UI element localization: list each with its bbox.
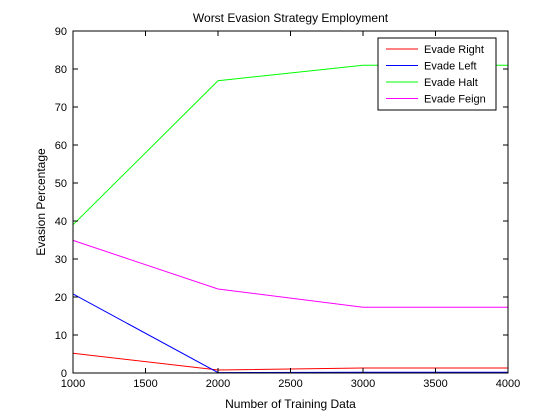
legend: Evade Right Evade Left Evade Halt Evade Fei… (377, 37, 497, 111)
axis-ticks: 1000 1500 2000 2500 3000 3500 4000 0 10 20 30 40 50 6… (55, 26, 520, 390)
x-tick-label: 2000 (206, 378, 230, 390)
x-tick-label: 4000 (496, 378, 520, 390)
y-tick-label: 10 (55, 330, 67, 342)
y-tick-label: 0 (61, 368, 67, 380)
y-tick-label: 20 (55, 292, 67, 304)
legend-label-evade-feign: Evade Feign (424, 94, 486, 106)
y-axis-label: Evasion Percentage (34, 148, 48, 256)
x-tick-label: 1000 (61, 378, 85, 390)
legend-label-evade-right: Evade Right (424, 44, 484, 56)
x-tick-label: 2500 (278, 378, 302, 390)
y-tick-label: 70 (55, 102, 67, 114)
x-tick-label: 1500 (133, 378, 157, 390)
legend-label-evade-halt: Evade Halt (424, 77, 478, 89)
legend-label-evade-left: Evade Left (424, 61, 477, 73)
x-tick-label: 3500 (423, 378, 447, 390)
y-tick-label: 60 (55, 140, 67, 152)
x-axis-label: Number of Training Data (225, 397, 356, 411)
y-tick-label: 90 (55, 26, 67, 38)
chart-title: Worst Evasion Strategy Employment (193, 11, 389, 25)
y-tick-label: 50 (55, 178, 67, 190)
series-line-evade-feign (72, 239, 508, 308)
x-tick-label: 3000 (351, 378, 375, 390)
y-tick-label: 40 (55, 216, 67, 228)
y-tick-label: 30 (55, 254, 67, 266)
y-tick-label: 80 (55, 64, 67, 76)
